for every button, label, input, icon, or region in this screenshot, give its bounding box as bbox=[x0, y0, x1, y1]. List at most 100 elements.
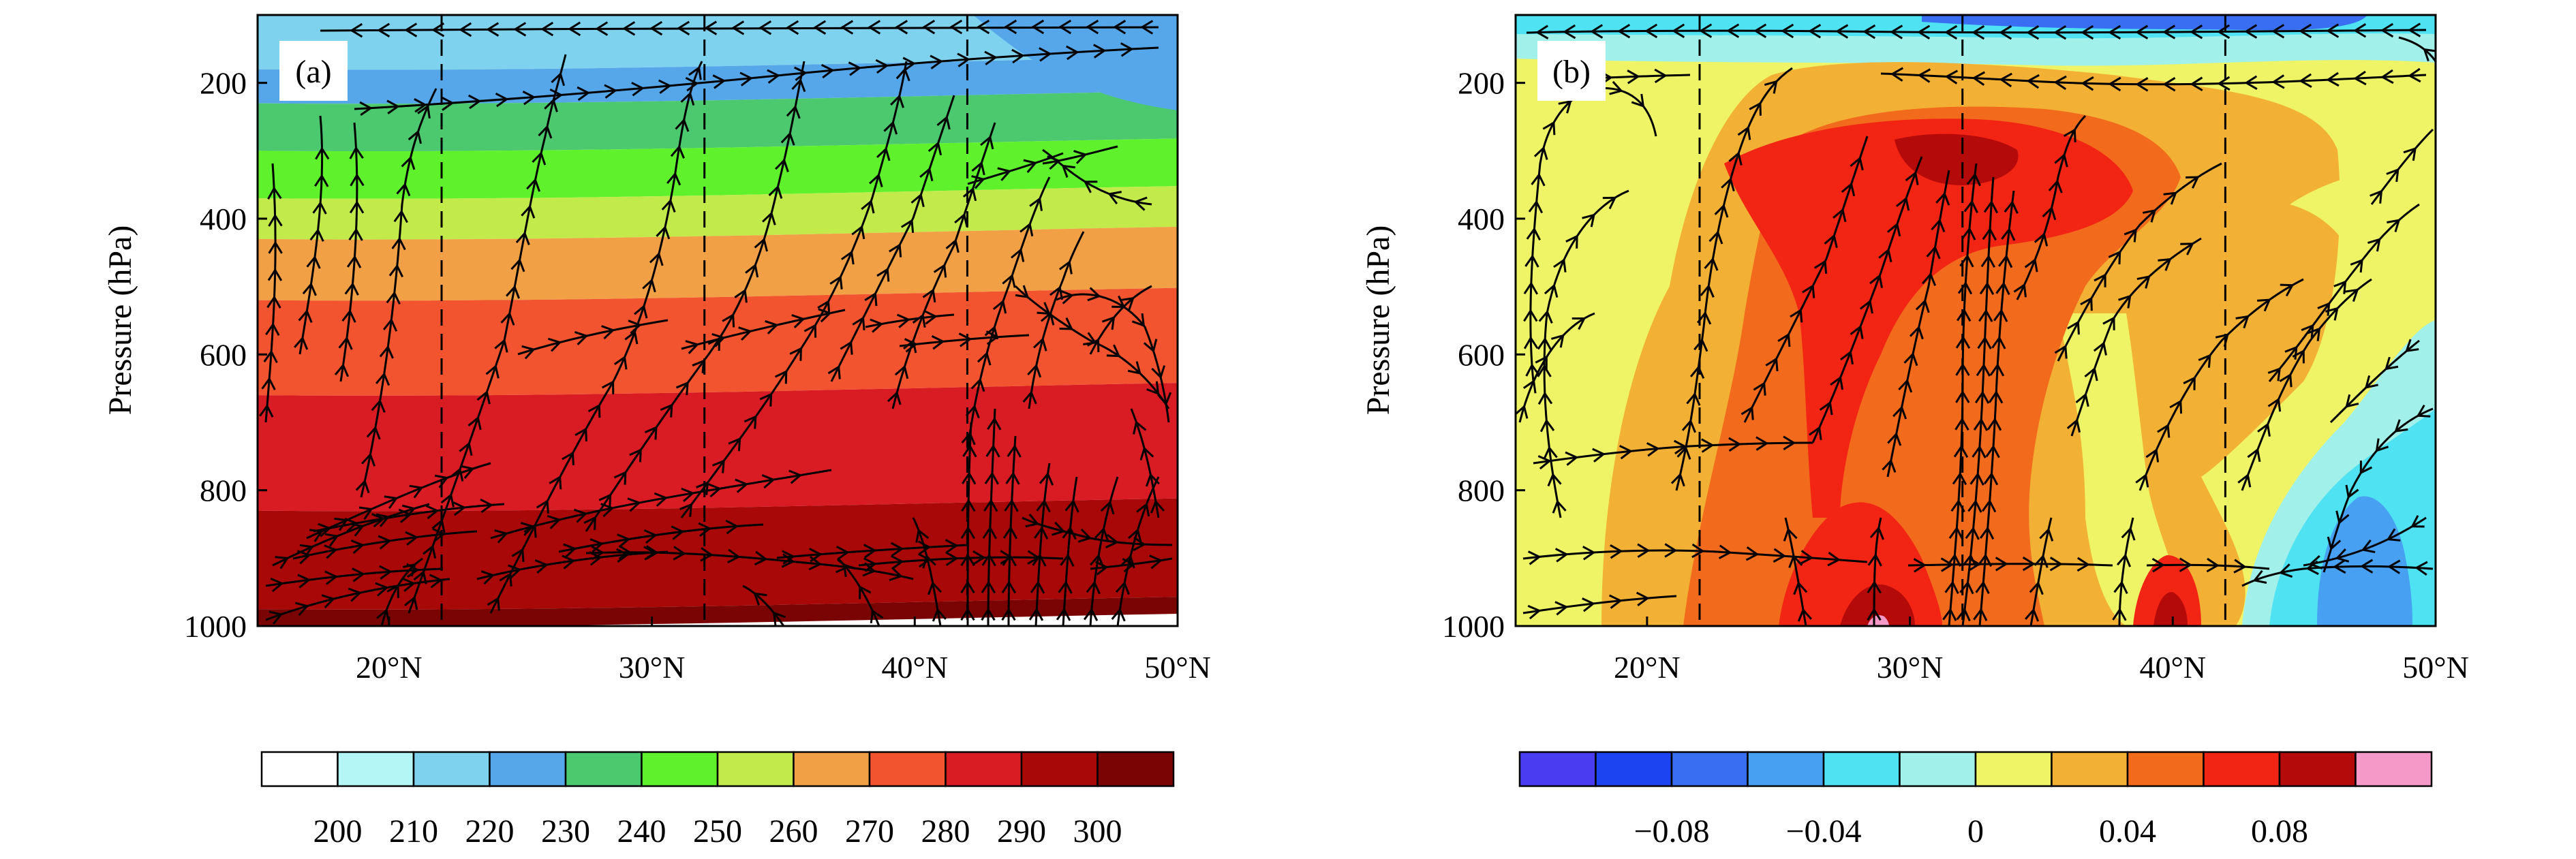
streamline-arrowhead bbox=[2118, 294, 2132, 309]
streamline bbox=[1522, 549, 1868, 563]
streamline-arrowhead bbox=[727, 548, 741, 564]
streamline-arrowhead bbox=[431, 22, 445, 37]
streamline-arrowhead bbox=[1691, 543, 1705, 559]
streamline-arrowhead bbox=[265, 322, 280, 336]
streamline-arrowhead bbox=[1991, 336, 2006, 349]
streamline-arrowhead bbox=[532, 151, 547, 166]
streamline-arrowhead bbox=[1535, 25, 1549, 40]
streamline-arrowhead bbox=[1802, 284, 1815, 298]
streamline-arrowhead bbox=[1537, 364, 1552, 377]
streamline-arrowhead bbox=[536, 499, 549, 514]
y-tick-label-1000: 1000 bbox=[184, 609, 247, 644]
streamline-arrowhead bbox=[1926, 245, 1941, 260]
streamline-arrowhead bbox=[1145, 473, 1160, 487]
panel-a: 20°N 30°N 40°N 50°N 200 400 600 800 1000 (a) Pre… bbox=[102, 14, 1211, 849]
streamline-arrowhead bbox=[1133, 196, 1148, 211]
streamline-arrowhead bbox=[587, 403, 601, 418]
streamline-arrowhead bbox=[562, 555, 576, 569]
streamline-arrowhead bbox=[1921, 272, 1937, 286]
streamline-arrowhead bbox=[350, 173, 365, 187]
streamline-arrowhead bbox=[2121, 527, 2136, 541]
streamline-arrowhead bbox=[1002, 553, 1017, 567]
streamline-arrowhead bbox=[900, 219, 915, 233]
streamline-arrowhead bbox=[2247, 448, 2261, 463]
streamline-arrowhead bbox=[643, 529, 658, 544]
streamline-arrowhead bbox=[970, 377, 985, 392]
streamline-arrowhead bbox=[324, 570, 338, 585]
streamline-arrowhead bbox=[1745, 546, 1760, 561]
streamline-arrowhead bbox=[2353, 70, 2367, 86]
streamline-arrowhead bbox=[547, 515, 562, 529]
streamline-arrowhead bbox=[2327, 536, 2342, 551]
streamline-arrowhead bbox=[1002, 274, 1016, 288]
streamline-arrowhead bbox=[1867, 608, 1882, 621]
streamline-arrowhead bbox=[401, 155, 416, 170]
streamline-arrowhead bbox=[658, 79, 672, 94]
streamline-arrowhead bbox=[355, 479, 370, 494]
streamline-arrowhead bbox=[2025, 608, 2040, 622]
streamline-arrowhead bbox=[413, 570, 427, 584]
streamline-arrowhead bbox=[821, 63, 835, 79]
streamline-arrowhead bbox=[1976, 363, 1991, 377]
streamline-arrowhead bbox=[1809, 426, 1822, 441]
streamline-arrowhead bbox=[2145, 448, 2160, 463]
streamline-arrowhead bbox=[1966, 172, 1981, 187]
streamline-arrowhead bbox=[628, 319, 642, 334]
streamline-arrowhead bbox=[1790, 308, 1803, 323]
colorbar-swatch-6 bbox=[716, 751, 795, 787]
streamline-arrowhead bbox=[981, 580, 996, 594]
streamline-arrowhead bbox=[1005, 471, 1020, 485]
streamline-arrowhead bbox=[735, 478, 749, 493]
streamline-arrowhead bbox=[1869, 526, 1884, 540]
streamline-arrowhead bbox=[358, 506, 373, 520]
streamline-arrowhead bbox=[642, 278, 656, 293]
streamline bbox=[865, 313, 955, 328]
streamline-arrowhead bbox=[1004, 19, 1017, 35]
streamline-arrowhead bbox=[2206, 557, 2220, 573]
streamline bbox=[1529, 87, 1657, 382]
streamline-arrowhead bbox=[379, 565, 393, 580]
streamline-arrowhead bbox=[1693, 338, 1708, 352]
streamline-arrowhead bbox=[515, 231, 530, 245]
streamline-arrowhead bbox=[1553, 258, 1567, 272]
y-tick-label-800: 800 bbox=[200, 473, 247, 508]
streamline-arrowhead bbox=[1993, 309, 2008, 322]
streamline-arrowhead bbox=[704, 20, 718, 35]
streamline-arrowhead bbox=[1940, 557, 1954, 572]
streamline-arrowhead bbox=[268, 240, 283, 254]
streamline-arrowhead bbox=[1931, 218, 1946, 233]
streamline-arrowhead bbox=[983, 499, 998, 512]
streamline-arrowhead bbox=[868, 20, 881, 35]
streamline-arrowhead bbox=[2408, 67, 2421, 83]
streamline-arrowhead bbox=[334, 363, 350, 377]
streamline-arrowhead bbox=[494, 339, 508, 353]
streamline-arrowhead bbox=[521, 204, 536, 219]
streamline-arrowhead bbox=[1903, 352, 1918, 366]
streamline-arrowhead bbox=[863, 557, 877, 572]
panel-b-frame bbox=[1514, 14, 2437, 627]
streamline-arrowhead bbox=[1962, 553, 1977, 567]
streamline-arrowhead bbox=[786, 20, 799, 35]
streamline-arrowhead bbox=[2364, 375, 2378, 389]
streamline-arrowhead bbox=[782, 550, 795, 565]
streamline bbox=[265, 578, 450, 621]
streamline-arrowhead bbox=[1034, 526, 1049, 540]
streamline bbox=[298, 115, 324, 355]
streamline-arrowhead bbox=[2375, 438, 2389, 452]
streamline-arrowhead bbox=[346, 255, 362, 268]
streamline-arrowhead bbox=[2151, 558, 2165, 573]
streamline-arrowhead bbox=[932, 608, 947, 622]
streamline-arrowhead bbox=[324, 544, 338, 559]
streamline-arrowhead bbox=[1972, 25, 1985, 40]
streamline-arrowhead bbox=[384, 495, 399, 510]
streamline-arrowhead bbox=[1988, 390, 2004, 404]
streamline-arrowhead bbox=[1040, 311, 1055, 326]
streamline bbox=[1090, 557, 1173, 570]
streamline-arrowhead bbox=[1094, 527, 1109, 541]
streamline-arrowhead bbox=[459, 22, 472, 37]
colorbar-label-8: 280 bbox=[921, 813, 970, 849]
streamline-arrowhead bbox=[945, 539, 959, 554]
streamline-arrowhead bbox=[511, 548, 525, 563]
streamline-arrowhead bbox=[984, 471, 1000, 485]
streamline-arrowhead bbox=[1963, 200, 1978, 213]
